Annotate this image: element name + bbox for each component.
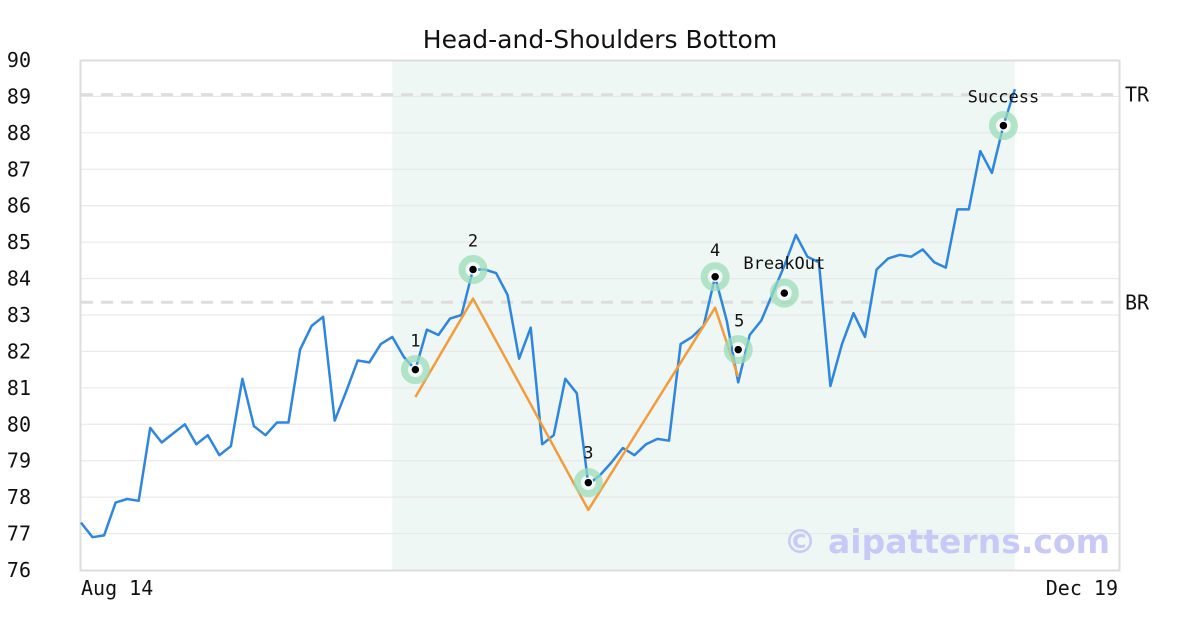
- pattern-point-marker: [998, 120, 1009, 131]
- pattern-point-label: 5: [734, 312, 744, 332]
- reference-line-label: TR: [1125, 83, 1150, 107]
- pattern-point-halo: [723, 335, 753, 365]
- pattern-point-marker: [467, 264, 479, 275]
- y-tick-label: 81: [7, 376, 31, 400]
- y-tick-label: 90: [7, 48, 31, 72]
- pattern-point-label: BreakOut: [743, 254, 825, 274]
- pattern-point-halo: [988, 111, 1018, 141]
- pattern-point-halo: [700, 262, 730, 292]
- pattern-point-halo: [769, 278, 799, 308]
- pattern-point-label: 2: [468, 231, 478, 251]
- pattern-outline-line: [414, 297, 740, 512]
- x-tick-label: Dec 19: [1046, 576, 1118, 600]
- price-line: [80, 88, 1017, 539]
- y-tick-label: 76: [7, 558, 31, 582]
- y-tick-label: 83: [7, 303, 31, 327]
- y-tick-label: 88: [7, 121, 31, 145]
- y-tick-label: 77: [7, 522, 31, 546]
- watermark: © aipatterns.com: [784, 522, 1110, 561]
- pattern-point-marker: [709, 271, 721, 282]
- y-tick-label: 86: [7, 194, 31, 218]
- y-tick-label: 89: [7, 84, 31, 108]
- pattern-point-halo: [458, 254, 488, 284]
- pattern-point-marker: [410, 364, 421, 375]
- reference-line-label: BR: [1125, 290, 1150, 314]
- y-tick-label: 79: [7, 449, 31, 473]
- y-tick-label: 80: [7, 412, 31, 436]
- pattern-point-marker: [732, 344, 744, 355]
- y-tick-label: 87: [7, 157, 31, 181]
- y-tick-label: 78: [7, 485, 31, 509]
- pattern-point-label: 1: [410, 332, 420, 352]
- pattern-point-marker: [779, 287, 790, 299]
- pattern-point-label: Success: [968, 88, 1040, 108]
- x-tick-label: Aug 14: [81, 576, 153, 600]
- chart-title: Head-and-Shoulders Bottom: [423, 25, 777, 54]
- y-tick-label: 84: [7, 267, 31, 291]
- y-tick-label: 85: [7, 230, 31, 254]
- plot-frame: [79, 59, 1121, 572]
- pattern-point-label: 3: [583, 444, 593, 464]
- pattern-point-halo: [573, 468, 603, 498]
- y-tick-label: 82: [7, 339, 31, 363]
- pattern-point-label: 4: [710, 241, 720, 261]
- pattern-point-halo: [400, 355, 430, 385]
- pattern-point-marker: [583, 477, 594, 488]
